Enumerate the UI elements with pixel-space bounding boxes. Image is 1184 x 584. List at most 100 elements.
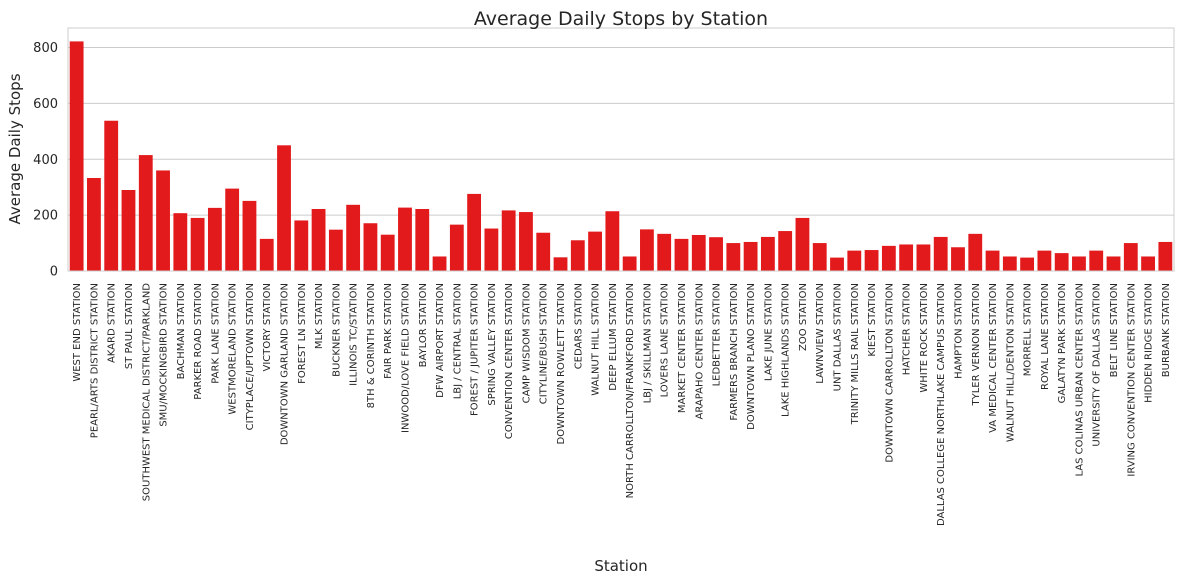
x-tick-label: ILLINOIS TC/STATION bbox=[349, 283, 360, 386]
bar bbox=[778, 231, 793, 271]
bar bbox=[1037, 250, 1052, 271]
y-tick-label: 800 bbox=[33, 41, 58, 56]
x-tick-label: DOWNTOWN PLANO STATION bbox=[746, 283, 757, 430]
x-tick-label: UNIVERSITY OF DALLAS STATION bbox=[1092, 283, 1103, 447]
bar bbox=[691, 234, 706, 271]
x-tick-label: LAKE JUNE STATION bbox=[763, 283, 774, 381]
x-tick-label: BACHMAN STATION bbox=[176, 283, 187, 379]
x-tick-label: LBJ / SKILLMAN STATION bbox=[642, 283, 653, 403]
x-tick-label: LAKE HIGHLANDS STATION bbox=[781, 283, 792, 417]
x-tick-label: SMU/MOCKINGBIRD STATION bbox=[159, 283, 170, 427]
bar bbox=[1054, 253, 1069, 271]
x-tick-label: SOUTHWEST MEDICAL DISTRICT/PARKLAND bbox=[141, 283, 152, 501]
bar bbox=[916, 244, 931, 271]
x-tick-label: VICTORY STATION bbox=[262, 283, 273, 372]
x-tick-label: LAWNVIEW STATION bbox=[815, 283, 826, 384]
bars bbox=[69, 41, 1173, 272]
y-tick-label: 400 bbox=[33, 153, 58, 168]
bar bbox=[449, 224, 464, 271]
x-tick-label: BELT LINE STATION bbox=[1109, 283, 1120, 377]
bar bbox=[1123, 243, 1138, 271]
x-tick-label: LBJ / CENTRAL STATION bbox=[452, 283, 463, 399]
bar bbox=[536, 232, 551, 271]
bar bbox=[173, 213, 188, 271]
bar bbox=[709, 237, 723, 271]
bar bbox=[657, 233, 672, 271]
x-tick-label: KIEST STATION bbox=[867, 283, 878, 357]
x-tick-label: GALATYN PARK STATION bbox=[1057, 283, 1068, 403]
bar bbox=[190, 217, 205, 271]
x-tick-label: WESTMORELAND STATION bbox=[228, 283, 239, 415]
x-tick-label: CAMP WISDOM STATION bbox=[521, 283, 532, 403]
bar bbox=[553, 257, 568, 271]
x-tick-label: SPRING VALLEY STATION bbox=[487, 283, 498, 406]
bar bbox=[484, 228, 499, 271]
bar bbox=[605, 211, 620, 271]
bar bbox=[259, 238, 274, 271]
bar bbox=[346, 204, 361, 271]
x-tick-label: 8TH & CORINTH STATION bbox=[366, 283, 377, 408]
x-tick-label: INWOOD/LOVE FIELD STATION bbox=[400, 283, 411, 433]
bar bbox=[104, 120, 119, 271]
bar bbox=[519, 212, 533, 271]
bar bbox=[1020, 257, 1035, 271]
bar bbox=[242, 200, 257, 271]
bar bbox=[121, 190, 136, 271]
x-tick-label: WHITE ROCK STATION bbox=[919, 283, 930, 393]
x-tick-label: FAIR PARK STATION bbox=[383, 283, 394, 379]
bar bbox=[1089, 250, 1104, 271]
x-tick-label: LAS COLINAS URBAN CENTER STATION bbox=[1074, 283, 1085, 477]
x-tick-label: CITYLINE/BUSH STATION bbox=[539, 283, 550, 404]
x-tick-label: LEDBETTER STATION bbox=[712, 283, 723, 386]
y-tick-label: 200 bbox=[33, 209, 58, 224]
bar bbox=[951, 247, 965, 271]
x-tick-label: WALNUT HILL/DENTON STATION bbox=[1005, 283, 1016, 442]
bar bbox=[87, 177, 101, 271]
x-tick-label: NORTH CARROLLTON/FRANKFORD STATION bbox=[625, 283, 636, 498]
x-tick-label: PARKER ROAD STATION bbox=[193, 283, 204, 400]
bar bbox=[138, 155, 153, 271]
y-tick-labels: 0 200 400 600 800 bbox=[33, 41, 58, 279]
x-tick-label: PEARL/ARTS DISTRICT STATION bbox=[89, 283, 100, 438]
x-tick-label: VA MEDICAL CENTER STATION bbox=[988, 283, 999, 433]
x-tick-label: HATCHER STATION bbox=[902, 283, 913, 375]
bar bbox=[726, 243, 741, 271]
plot-frame bbox=[67, 27, 1175, 272]
bar bbox=[415, 208, 430, 271]
bar bbox=[588, 231, 602, 271]
chart-title: Average Daily Stops by Station bbox=[474, 8, 768, 30]
bar bbox=[847, 250, 862, 271]
y-tick-label: 600 bbox=[33, 97, 58, 112]
x-tick-label: AKARD STATION bbox=[107, 283, 118, 363]
x-tick-label: ZOO STATION bbox=[798, 283, 809, 351]
bar bbox=[363, 223, 378, 271]
bar bbox=[1072, 256, 1086, 271]
bar bbox=[674, 238, 689, 271]
bar bbox=[1158, 241, 1173, 271]
bar bbox=[760, 236, 775, 271]
bar bbox=[294, 220, 309, 271]
x-tick-label: TYLER VERNON STATION bbox=[971, 283, 982, 407]
bar bbox=[899, 244, 914, 271]
bar bbox=[467, 193, 482, 271]
bar bbox=[622, 256, 637, 271]
bar bbox=[69, 41, 84, 272]
bar bbox=[156, 170, 170, 271]
bar bbox=[311, 208, 326, 271]
x-tick-label: BAYLOR STATION bbox=[418, 283, 429, 367]
bar bbox=[881, 245, 896, 271]
bar bbox=[795, 217, 810, 271]
bar bbox=[830, 257, 844, 271]
x-axis-label: Station bbox=[594, 557, 647, 575]
x-tick-label: DFW AIRPORT STATION bbox=[435, 283, 446, 398]
bar bbox=[501, 210, 516, 271]
x-tick-label: DOWNTOWN GARLAND STATION bbox=[280, 283, 291, 445]
x-tick-label: FOREST LN STATION bbox=[297, 283, 308, 384]
bar bbox=[985, 250, 1000, 271]
x-tick-label: FARMERS BRANCH STATION bbox=[729, 283, 740, 421]
bar bbox=[432, 256, 447, 271]
bar bbox=[1106, 256, 1121, 271]
bar bbox=[864, 250, 879, 271]
bar bbox=[570, 240, 585, 271]
